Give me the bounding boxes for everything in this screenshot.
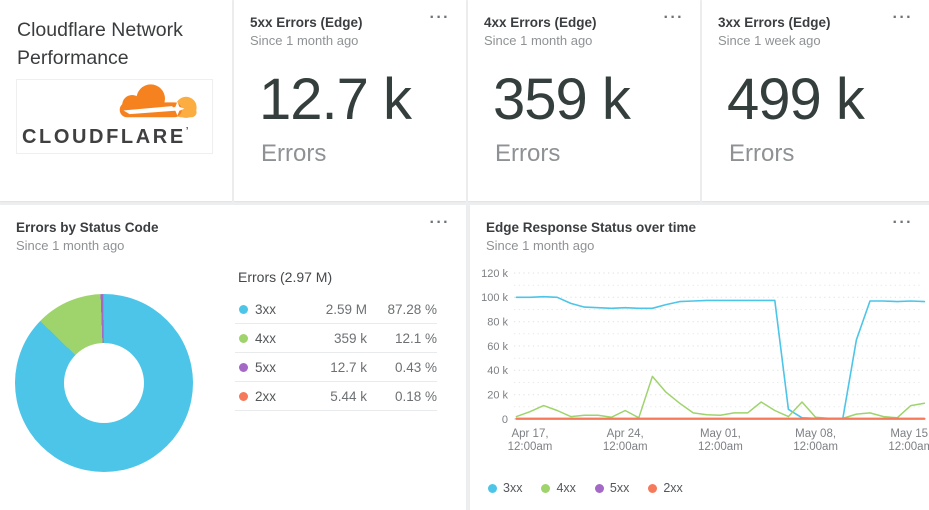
- status-percent: 87.28 %: [387, 301, 437, 317]
- panel-subtitle: Since 1 month ago: [16, 238, 125, 253]
- cloudflare-cloud-icon: [119, 84, 197, 118]
- status-label: 4xx: [255, 330, 277, 346]
- card-title: 5xx Errors (Edge): [250, 15, 363, 30]
- logo-trademark: ’: [185, 126, 189, 137]
- legend-item-2xx[interactable]: 2xx: [648, 481, 683, 495]
- card-subtitle: Since 1 month ago: [250, 33, 359, 48]
- metric-unit-label: Errors: [261, 140, 327, 167]
- status-row-2xx[interactable]: 2xx 5.44 k 0.18 %: [235, 382, 437, 411]
- metric-value: 359 k: [493, 67, 631, 132]
- status-3xx-dot-icon: [239, 304, 248, 314]
- status-row-3xx[interactable]: 3xx 2.59 M 87.28 %: [235, 295, 437, 324]
- card-subtitle: Since 1 month ago: [484, 33, 593, 48]
- svg-text:80 k: 80 k: [487, 317, 508, 329]
- legend-label: 5xx: [609, 481, 630, 495]
- status-label: 3xx: [255, 301, 277, 317]
- edge-response-status-panel: Edge Response Status over time Since 1 m…: [470, 205, 929, 510]
- legend-item-5xx[interactable]: 5xx: [594, 481, 630, 495]
- status-value: 359 k: [333, 330, 367, 346]
- svg-text:12:00am: 12:00am: [698, 441, 743, 453]
- status-value: 2.59 M: [325, 301, 367, 317]
- legend-4xx-dot-icon: [541, 483, 551, 493]
- panel-title: Errors by Status Code: [16, 220, 159, 235]
- status-value: 5.44 k: [330, 388, 367, 404]
- legend-label: 2xx: [663, 481, 683, 495]
- svg-text:0: 0: [502, 414, 508, 426]
- panel-subtitle: Since 1 month ago: [486, 238, 595, 253]
- timeseries-legend: 3xx 4xx 5xx 2xx: [488, 481, 702, 495]
- legend-5xx-dot-icon: [594, 483, 604, 493]
- status-4xx-dot-icon: [239, 333, 248, 343]
- errors-by-status-panel: Errors by Status Code Since 1 month ago …: [0, 205, 466, 510]
- svg-text:May 15,: May 15,: [890, 428, 929, 440]
- status-percent: 0.18 %: [394, 388, 437, 404]
- svg-text:12:00am: 12:00am: [603, 441, 648, 453]
- dashboard-title-card: Cloudflare Network Performance CLOUDFLAR…: [0, 0, 232, 201]
- metric-value: 499 k: [727, 67, 865, 132]
- donut-hole: [64, 343, 144, 423]
- card-menu-icon[interactable]: ···: [426, 8, 454, 28]
- cloudflare-wordmark: CLOUDFLARE’: [22, 126, 189, 148]
- status-label: 2xx: [255, 388, 277, 404]
- legend-2xx-dot-icon: [648, 483, 658, 493]
- svg-text:20 k: 20 k: [487, 390, 508, 402]
- panel-title: Edge Response Status over time: [486, 220, 697, 235]
- card-subtitle: Since 1 week ago: [718, 33, 821, 48]
- panel-menu-icon[interactable]: ···: [426, 213, 454, 233]
- svg-text:12:00am: 12:00am: [888, 441, 929, 453]
- metric-value: 12.7 k: [259, 67, 412, 132]
- svg-text:60 k: 60 k: [487, 341, 508, 353]
- svg-text:May 01,: May 01,: [700, 428, 741, 440]
- status-2xx-dot-icon: [239, 391, 248, 401]
- card-menu-icon[interactable]: ···: [889, 8, 917, 28]
- card-title: 3xx Errors (Edge): [718, 15, 831, 30]
- status-5xx-dot-icon: [239, 362, 248, 372]
- svg-text:12:00am: 12:00am: [508, 441, 553, 453]
- status-percent: 0.43 %: [394, 359, 437, 375]
- dashboard-title: Cloudflare Network Performance: [17, 19, 183, 69]
- metric-card-4xx-errors: 4xx Errors (Edge) Since 1 month ago ··· …: [468, 0, 700, 201]
- legend-label: 4xx: [556, 481, 576, 495]
- metric-card-3xx-errors: 3xx Errors (Edge) Since 1 week ago ··· 4…: [702, 0, 929, 201]
- metric-unit-label: Errors: [729, 140, 795, 167]
- legend-label: 3xx: [503, 481, 523, 495]
- svg-text:12:00am: 12:00am: [793, 441, 838, 453]
- status-row-5xx[interactable]: 5xx 12.7 k 0.43 %: [235, 353, 437, 382]
- metric-unit-label: Errors: [495, 140, 561, 167]
- legend-3xx-dot-icon: [488, 483, 497, 493]
- panel-menu-icon[interactable]: ···: [889, 213, 917, 233]
- svg-text:Apr 17,: Apr 17,: [511, 428, 548, 440]
- svg-text:40 k: 40 k: [487, 365, 508, 377]
- status-percent: 12.1 %: [394, 330, 437, 346]
- status-label: 5xx: [255, 359, 277, 375]
- svg-text:100 k: 100 k: [481, 292, 508, 304]
- errors-donut-chart[interactable]: [15, 294, 193, 472]
- legend-item-3xx[interactable]: 3xx: [488, 481, 522, 495]
- status-table-title: Errors (2.97 M): [238, 269, 333, 285]
- metric-card-5xx-errors: 5xx Errors (Edge) Since 1 month ago ··· …: [234, 0, 466, 201]
- svg-text:May 08,: May 08,: [795, 428, 836, 440]
- svg-text:120 k: 120 k: [481, 268, 508, 280]
- svg-text:Apr 24,: Apr 24,: [607, 428, 644, 440]
- status-value: 12.7 k: [330, 359, 367, 375]
- legend-item-4xx[interactable]: 4xx: [541, 481, 576, 495]
- card-title: 4xx Errors (Edge): [484, 15, 597, 30]
- cloudflare-logo: CLOUDFLARE’: [16, 79, 213, 154]
- status-legend-table: Errors (2.97 M) 3xx 2.59 M 87.28 % 4xx 3…: [235, 265, 437, 411]
- card-menu-icon[interactable]: ···: [660, 8, 688, 28]
- status-row-4xx[interactable]: 4xx 359 k 12.1 %: [235, 324, 437, 353]
